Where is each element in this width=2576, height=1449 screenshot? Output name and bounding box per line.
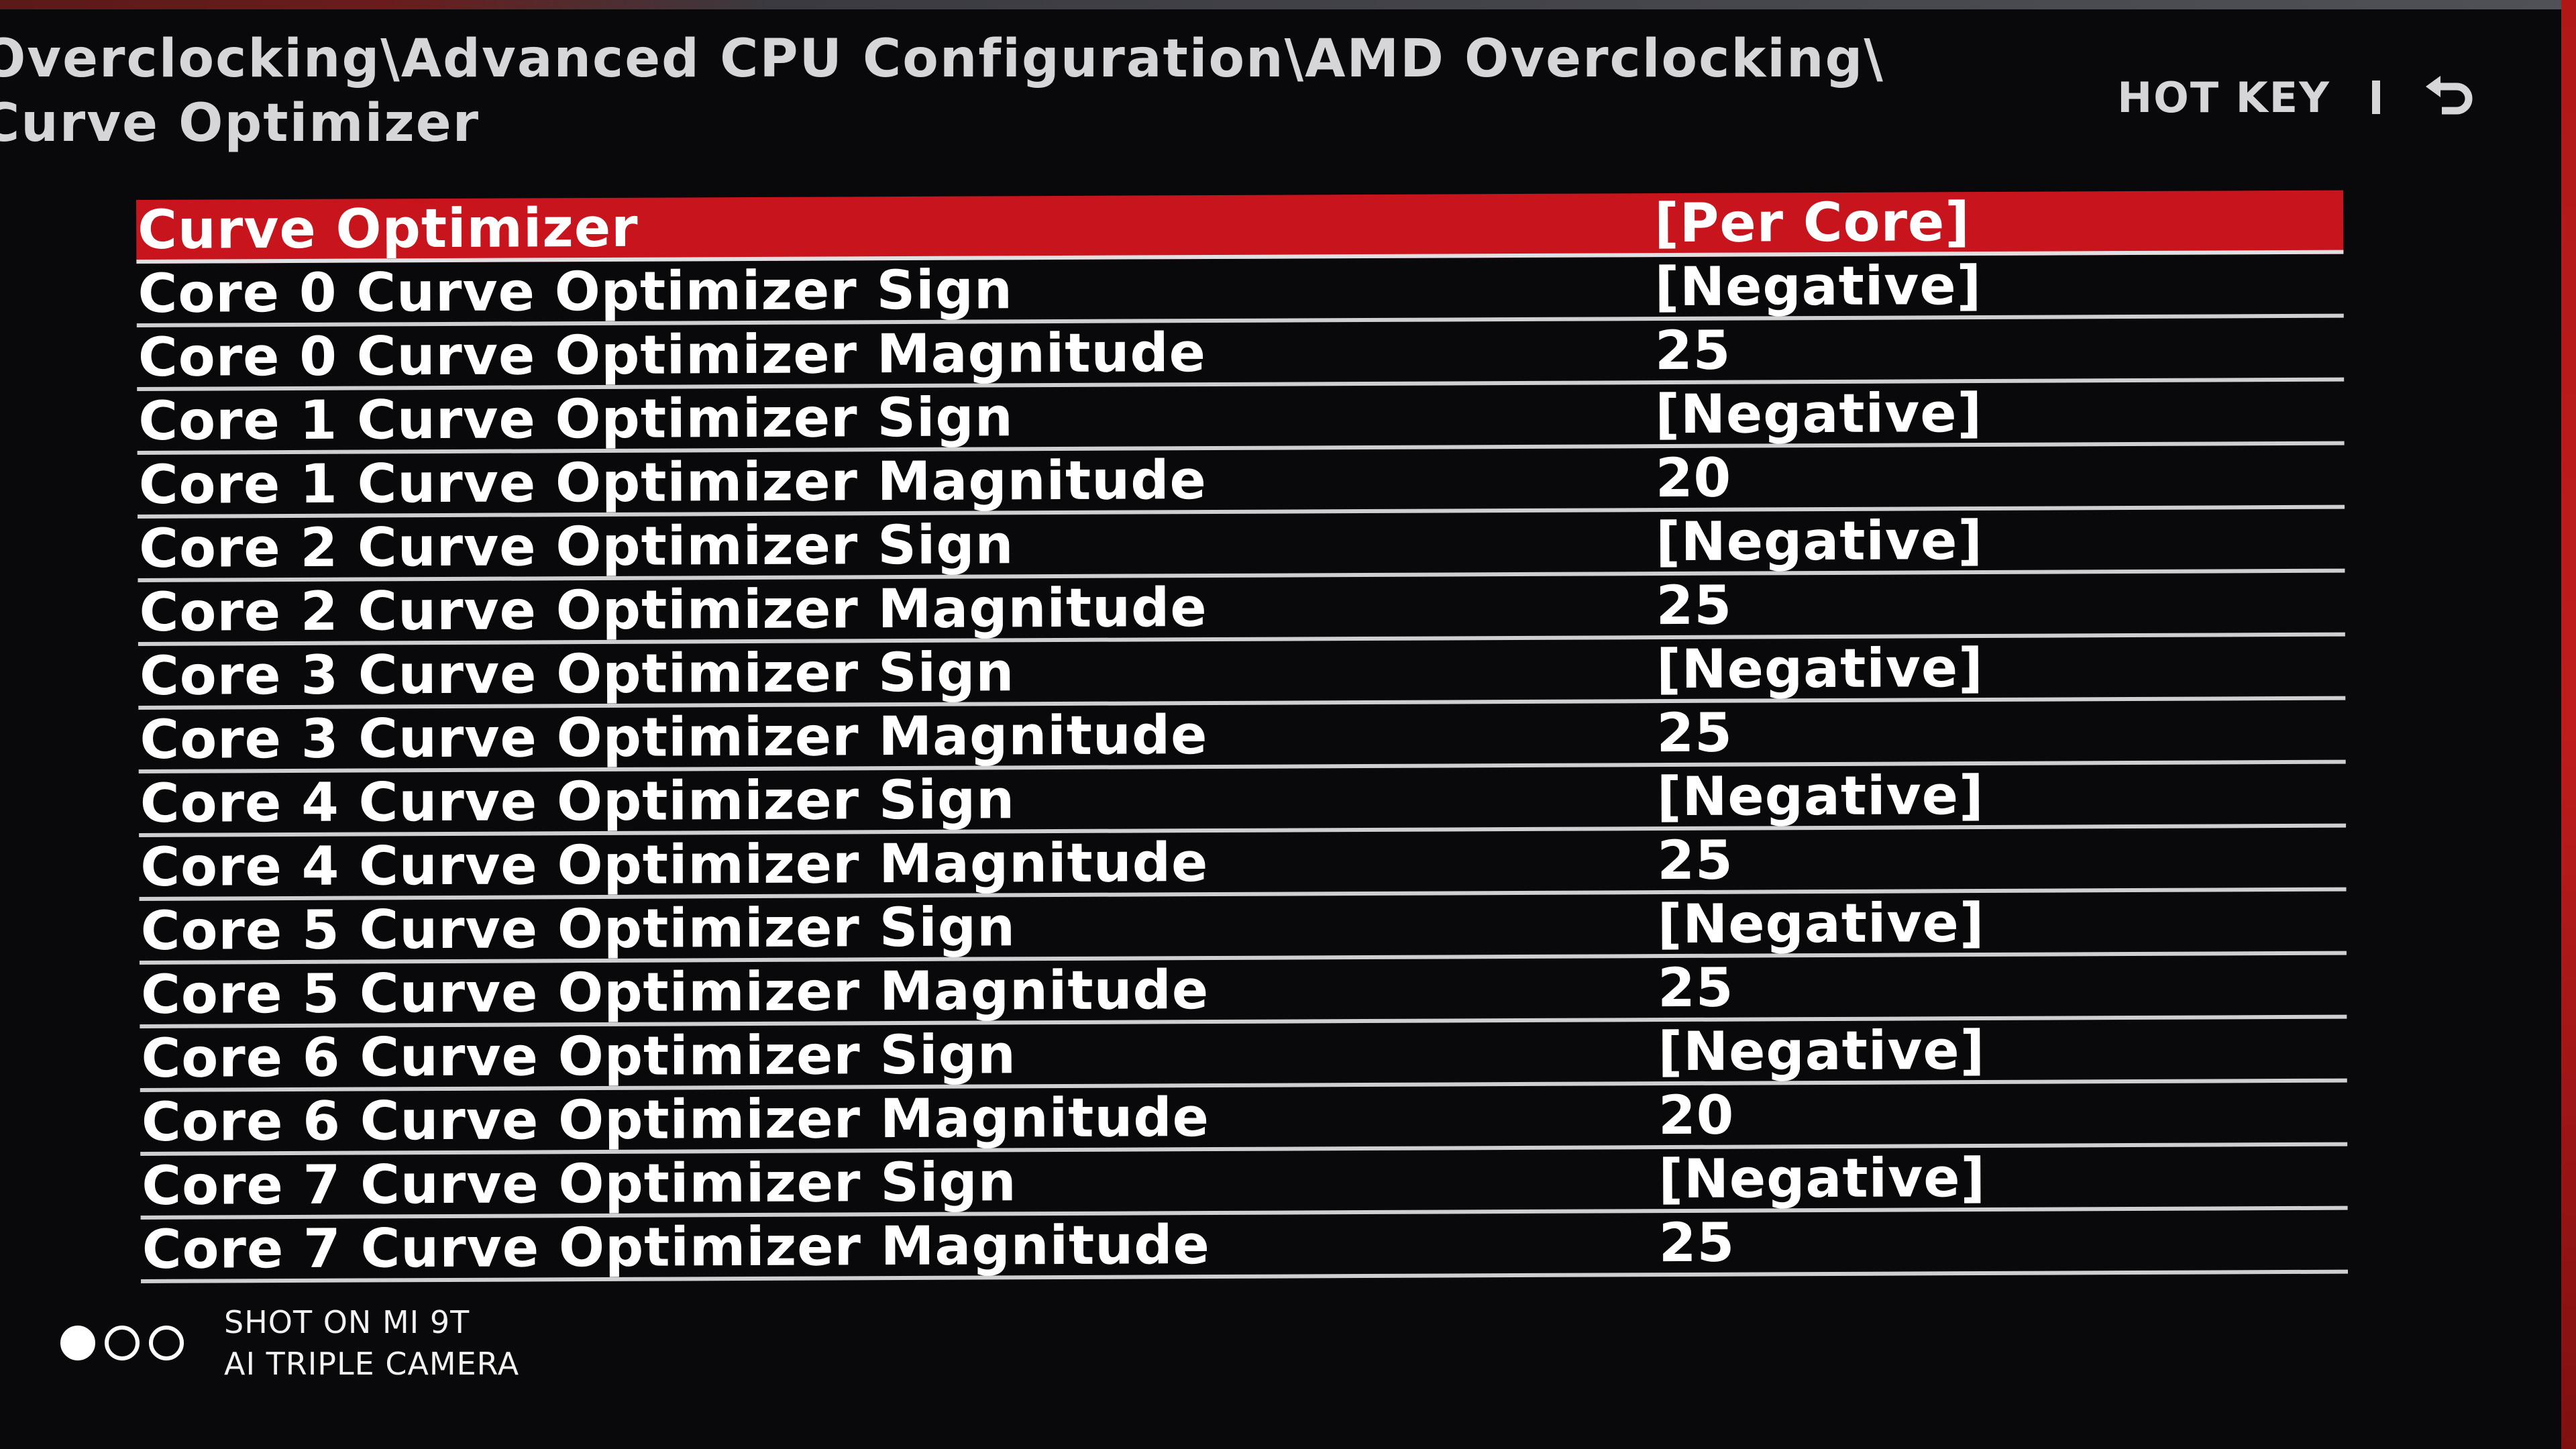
setting-value[interactable]: [Negative]: [1655, 381, 1983, 446]
setting-label: Core 1 Curve Optimizer Magnitude: [138, 449, 1207, 516]
setting-value[interactable]: [Negative]: [1654, 254, 1982, 319]
setting-value[interactable]: 25: [1658, 1211, 1735, 1275]
settings-list: Curve Optimizer [Per Core] Core 0 Curve Op…: [136, 190, 2349, 1287]
setting-label: Core 6 Curve Optimizer Magnitude: [141, 1086, 1210, 1153]
hotkey-bar: HOT KEY: [2117, 67, 2475, 127]
setting-label: Core 1 Curve Optimizer Sign: [138, 386, 1014, 452]
setting-row[interactable]: Core 4 Curve Optimizer Magnitude 25: [139, 827, 2347, 901]
setting-label: Core 4 Curve Optimizer Magnitude: [140, 831, 1209, 898]
setting-label: Core 2 Curve Optimizer Magnitude: [139, 576, 1208, 643]
screen-top-edge: [0, 0, 2576, 9]
setting-row[interactable]: Core 3 Curve Optimizer Sign [Negative]: [138, 636, 2346, 710]
setting-value[interactable]: 20: [1655, 446, 1732, 510]
setting-row[interactable]: Core 0 Curve Optimizer Magnitude 25: [136, 317, 2345, 391]
setting-row[interactable]: Core 1 Curve Optimizer Magnitude 20: [137, 445, 2345, 519]
setting-value[interactable]: 25: [1654, 319, 1731, 382]
setting-value[interactable]: [Negative]: [1658, 1018, 1986, 1083]
setting-label: Core 0 Curve Optimizer Sign: [138, 258, 1014, 325]
setting-value[interactable]: 20: [1658, 1083, 1735, 1147]
watermark-line-1: SHOT ON MI 9T: [224, 1304, 470, 1340]
setting-value[interactable]: [Per Core]: [1654, 191, 1971, 255]
setting-label: Core 4 Curve Optimizer Sign: [140, 768, 1016, 835]
setting-row[interactable]: Core 5 Curve Optimizer Sign [Negative]: [139, 891, 2347, 965]
breadcrumb: Overclocking\Advanced CPU Configuration\…: [0, 27, 1927, 156]
setting-value[interactable]: [Negative]: [1658, 1146, 1986, 1211]
setting-label: Core 0 Curve Optimizer Magnitude: [138, 321, 1207, 388]
setting-value[interactable]: [Negative]: [1657, 891, 1985, 956]
setting-label: Core 3 Curve Optimizer Sign: [139, 641, 1015, 707]
setting-row[interactable]: Core 6 Curve Optimizer Magnitude 20: [140, 1082, 2348, 1156]
setting-row[interactable]: Core 3 Curve Optimizer Magnitude 25: [138, 700, 2346, 773]
setting-row[interactable]: Core 4 Curve Optimizer Sign [Negative]: [138, 763, 2347, 837]
setting-label: Core 6 Curve Optimizer Sign: [141, 1023, 1017, 1089]
setting-label: Core 7 Curve Optimizer Sign: [142, 1150, 1017, 1217]
setting-row[interactable]: Core 7 Curve Optimizer Sign [Negative]: [140, 1146, 2348, 1220]
back-arrow-icon[interactable]: [2422, 73, 2475, 121]
setting-value[interactable]: 25: [1656, 574, 1733, 637]
setting-label: Core 3 Curve Optimizer Magnitude: [140, 704, 1208, 771]
watermark-line-2: AI TRIPLE CAMERA: [224, 1346, 520, 1382]
setting-row[interactable]: Core 6 Curve Optimizer Sign [Negative]: [140, 1018, 2347, 1092]
breadcrumb-path: Overclocking\Advanced CPU Configuration\…: [0, 29, 1884, 89]
setting-label: Core 5 Curve Optimizer Sign: [140, 896, 1016, 962]
setting-row[interactable]: Core 2 Curve Optimizer Magnitude 25: [138, 572, 2345, 646]
setting-value[interactable]: 25: [1657, 956, 1734, 1020]
setting-value[interactable]: 25: [1657, 828, 1733, 892]
screen-right-edge: [2561, 0, 2576, 1449]
setting-label: Curve Optimizer: [137, 196, 639, 261]
setting-value[interactable]: [Negative]: [1656, 636, 1984, 701]
setting-row[interactable]: Core 7 Curve Optimizer Magnitude 25: [140, 1210, 2349, 1283]
page-title: Curve Optimizer: [0, 93, 480, 154]
setting-label: Core 2 Curve Optimizer Sign: [139, 513, 1014, 580]
setting-value[interactable]: [Negative]: [1656, 763, 1984, 828]
setting-row[interactable]: Curve Optimizer [Per Core]: [136, 190, 2344, 264]
setting-value[interactable]: 25: [1656, 701, 1733, 765]
setting-row[interactable]: Core 0 Curve Optimizer Sign [Negative]: [136, 254, 2344, 327]
setting-value[interactable]: [Negative]: [1656, 508, 1984, 574]
setting-row[interactable]: Core 5 Curve Optimizer Magnitude 25: [139, 955, 2347, 1028]
hotkey-separator: [2372, 80, 2380, 114]
camera-logo-icon: [60, 1326, 184, 1360]
setting-label: Core 5 Curve Optimizer Magnitude: [140, 959, 1210, 1026]
setting-row[interactable]: Core 2 Curve Optimizer Sign [Negative]: [138, 508, 2345, 582]
camera-watermark: SHOT ON MI 9T AI TRIPLE CAMERA: [60, 1301, 519, 1385]
setting-row[interactable]: Core 1 Curve Optimizer Sign [Negative]: [137, 381, 2345, 455]
setting-label: Core 7 Curve Optimizer Magnitude: [142, 1214, 1210, 1281]
hotkey-button[interactable]: HOT KEY: [2117, 72, 2330, 122]
